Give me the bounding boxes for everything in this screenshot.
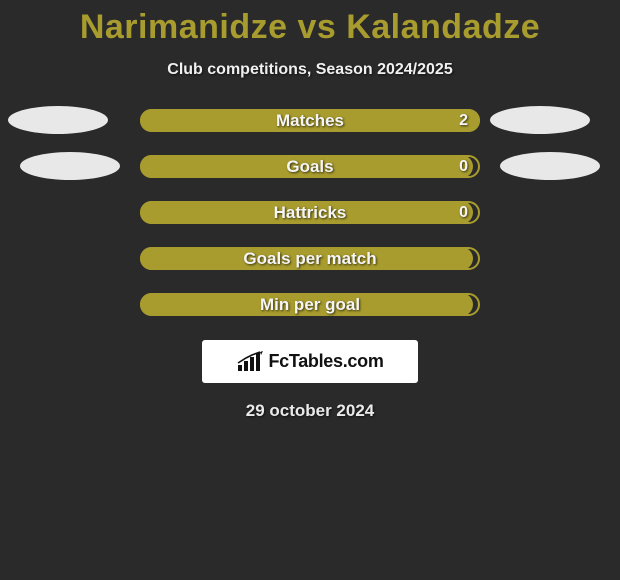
stat-row: Goals per match [0,247,620,270]
stat-rows: Matches2Goals0Hattricks0Goals per matchM… [0,109,620,316]
logo-box[interactable]: FcTables.com [202,340,418,383]
stat-row: Matches2 [0,109,620,132]
bar-label: Min per goal [140,293,480,316]
page-title: Narimanidze vs Kalandadze [0,0,620,47]
right-ellipse [490,106,590,134]
bar-value: 0 [459,201,468,224]
stat-row: Goals0 [0,155,620,178]
date-line: 29 october 2024 [0,401,620,421]
bar-value: 0 [459,155,468,178]
bar-label: Matches [140,109,480,132]
stat-row: Min per goal [0,293,620,316]
stat-row: Hattricks0 [0,201,620,224]
left-ellipse [20,152,120,180]
bar-label: Hattricks [140,201,480,224]
left-ellipse [8,106,108,134]
right-ellipse [500,152,600,180]
bar-label: Goals [140,155,480,178]
subtitle: Club competitions, Season 2024/2025 [0,61,620,79]
bar-value: 2 [459,109,468,132]
logo-text: FcTables.com [268,351,383,372]
bar-label: Goals per match [140,247,480,270]
chart-icon [236,351,264,373]
